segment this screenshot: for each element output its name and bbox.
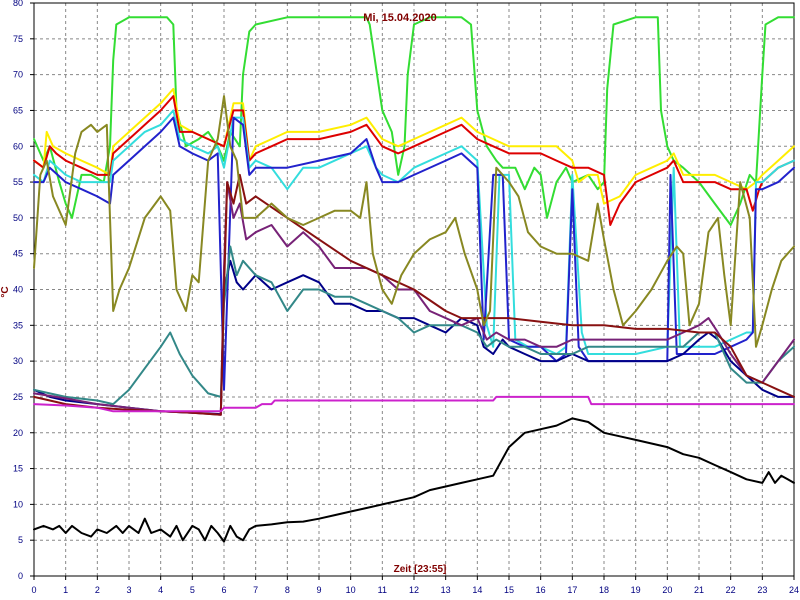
x-tick-label: 3	[126, 585, 131, 595]
x-tick-label: 21	[694, 585, 704, 595]
y-tick-label: 35	[13, 320, 23, 330]
x-tick-label: 23	[757, 585, 767, 595]
x-tick-label: 1	[63, 585, 68, 595]
x-tick-label: 17	[567, 585, 577, 595]
y-axis-label: °C	[0, 286, 11, 297]
y-axis-ticks: 0 5 10 15 20 25 30 35 40 45 50 55 60 65 70 75 80	[13, 0, 34, 581]
y-tick-label: 40	[13, 285, 23, 295]
x-tick-label: 22	[726, 585, 736, 595]
x-tick-label: 16	[536, 585, 546, 595]
y-tick-label: 5	[18, 535, 23, 545]
x-tick-label: 19	[631, 585, 641, 595]
x-tick-label: 13	[441, 585, 451, 595]
y-tick-label: 30	[13, 356, 23, 366]
series-line-10	[33, 95, 795, 348]
x-axis-ticks: 0 1 2 3 4 5 6 7 8 9 10 11 12 13 14 15 16 17 18 19 20 21 22 23 24	[31, 576, 799, 595]
x-tick-label: 6	[221, 585, 226, 595]
x-tick-label: 8	[285, 585, 290, 595]
series-line-11	[33, 395, 795, 413]
y-tick-label: 60	[13, 141, 23, 151]
series-line-1	[33, 16, 795, 226]
x-tick-label: 4	[158, 585, 163, 595]
series-line-3	[33, 95, 795, 226]
series-line-7	[33, 245, 795, 406]
x-tick-label: 18	[599, 585, 609, 595]
x-tick-label: 24	[789, 585, 799, 595]
y-tick-label: 25	[13, 392, 23, 402]
y-tick-label: 75	[13, 34, 23, 44]
x-tick-label: 7	[253, 585, 258, 595]
x-tick-label: 10	[346, 585, 356, 595]
x-tick-label: 0	[31, 585, 36, 595]
y-tick-label: 55	[13, 177, 23, 187]
series-line-5	[33, 116, 795, 391]
chart-title: Mi, 15.04.2020	[363, 12, 436, 24]
x-tick-label: 12	[409, 585, 419, 595]
x-tick-label: 20	[662, 585, 672, 595]
y-tick-label: 15	[13, 464, 23, 474]
y-tick-label: 45	[13, 249, 23, 259]
y-tick-label: 50	[13, 213, 23, 223]
y-tick-label: 80	[13, 0, 23, 8]
x-tick-label: 2	[95, 585, 100, 595]
x-tick-label: 15	[504, 585, 514, 595]
x-tick-label: 14	[472, 585, 482, 595]
series-line-12	[33, 417, 795, 543]
x-tick-label: 11	[378, 585, 387, 595]
y-tick-label: 20	[13, 428, 23, 438]
y-tick-label: 65	[13, 105, 23, 115]
x-tick-label: 5	[190, 585, 195, 595]
y-tick-label: 0	[18, 571, 23, 581]
series-layer	[33, 16, 795, 543]
series-line-4	[33, 109, 795, 355]
y-tick-label: 10	[13, 499, 23, 509]
x-axis-label: Zeit [23:55]	[394, 564, 447, 575]
series-line-2	[33, 87, 795, 205]
y-tick-label: 70	[13, 70, 23, 80]
x-tick-label: 9	[316, 585, 321, 595]
